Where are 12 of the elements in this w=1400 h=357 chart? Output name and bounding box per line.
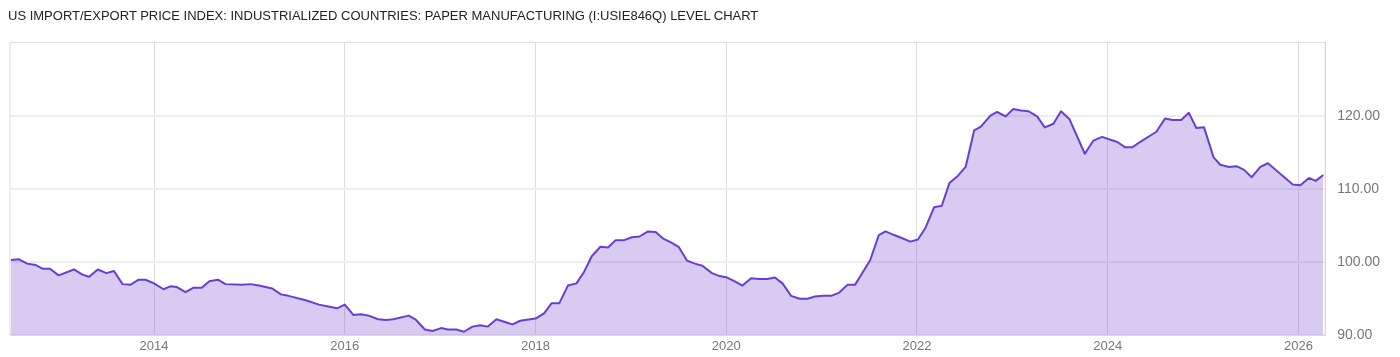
x-tick-label: 2014 bbox=[139, 337, 169, 353]
y-tick-label: 120.00 bbox=[1337, 106, 1381, 123]
chart-title: US IMPORT/EXPORT PRICE INDEX: INDUSTRIALIZED COUNTRIES: PAPER MANUFACTURING (I:USIE846Q) LEVEL CHART bbox=[8, 8, 759, 23]
x-tick-label: 2020 bbox=[711, 337, 741, 353]
y-tick-label: 90.00 bbox=[1337, 326, 1373, 343]
y-tick-label: 100.00 bbox=[1337, 253, 1381, 270]
x-tick-label: 2024 bbox=[1093, 337, 1123, 353]
x-tick-label: 2016 bbox=[330, 337, 360, 353]
y-tick-label: 110.00 bbox=[1337, 179, 1380, 196]
x-tick-label: 2018 bbox=[521, 337, 550, 353]
x-tick-label: 2022 bbox=[902, 337, 932, 353]
x-tick-label: 2026 bbox=[1284, 337, 1313, 353]
